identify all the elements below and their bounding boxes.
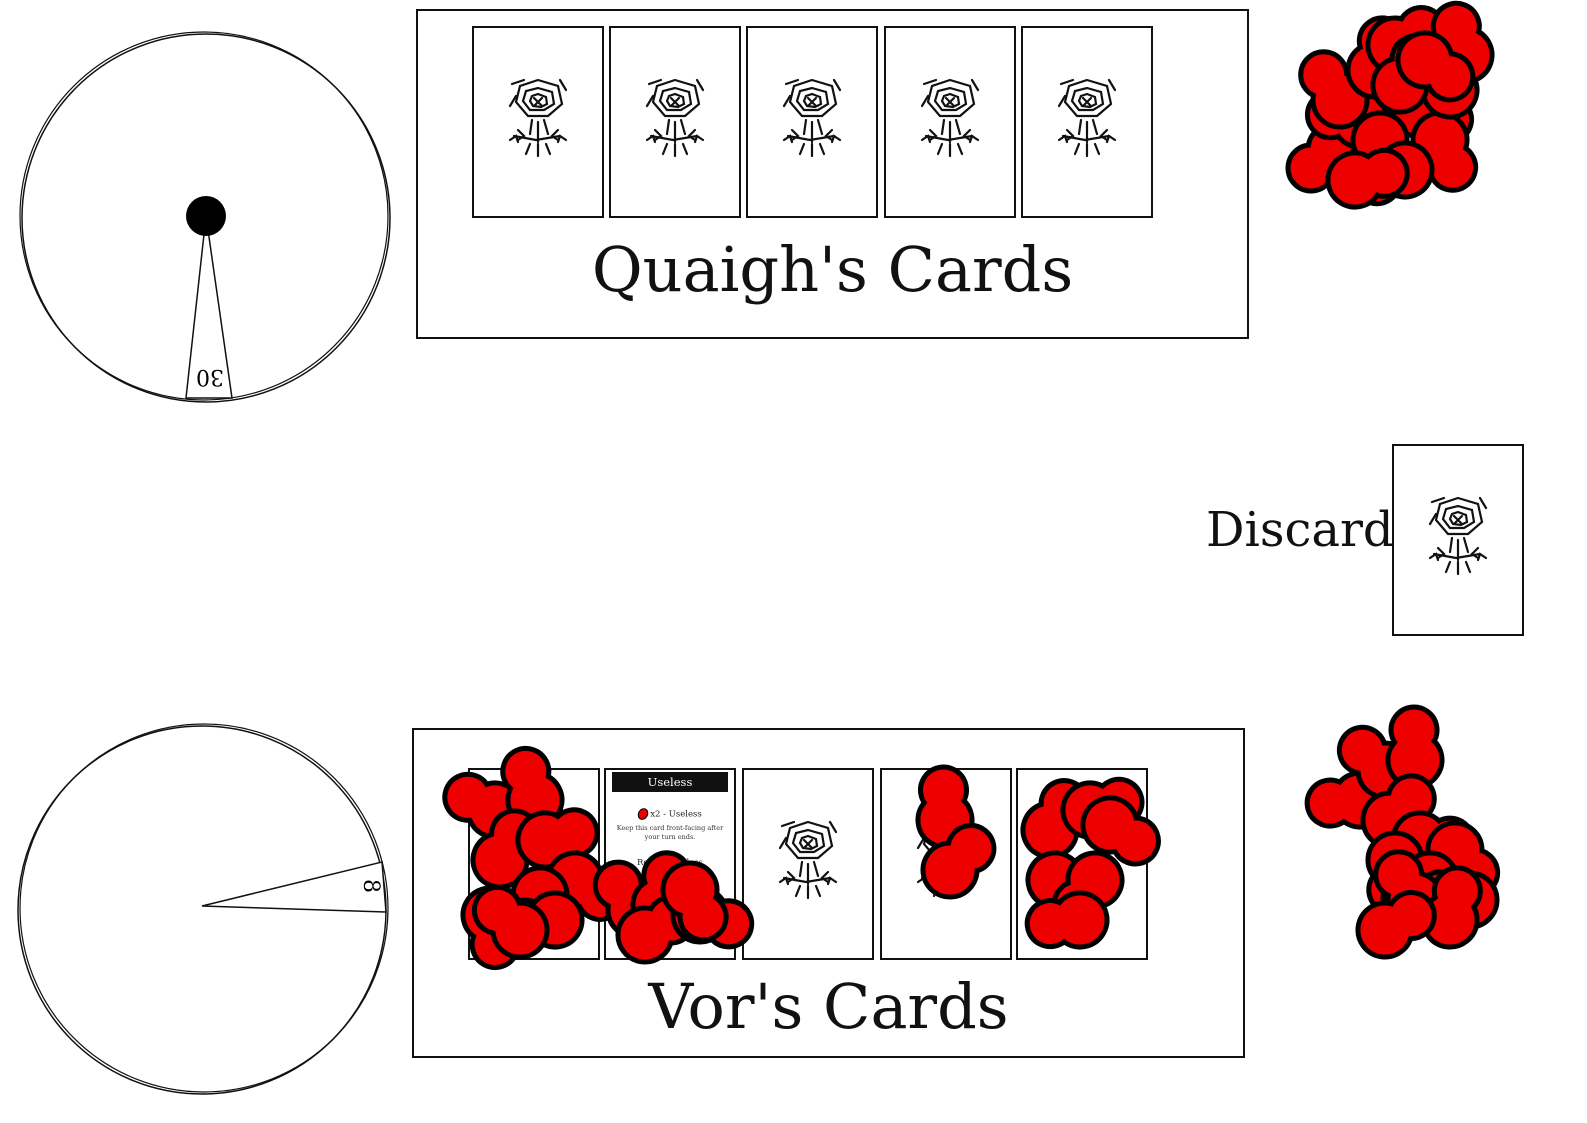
dial-top-value: 30 (196, 364, 224, 389)
quaigh-card[interactable] (884, 26, 1016, 218)
quaigh-card[interactable] (472, 26, 604, 218)
vor-card[interactable] (1016, 768, 1148, 960)
rose-icon (1428, 496, 1488, 576)
blood-drop-token[interactable] (1355, 886, 1438, 964)
card-react-title: React - Useless (637, 858, 703, 868)
dial-pivot (186, 196, 226, 236)
quaigh-card[interactable] (746, 26, 878, 218)
blood-drop-token[interactable] (1408, 847, 1508, 947)
vor-hand-zone: Useless Underminer x2 - Useless Keep thi… (412, 728, 1245, 1058)
blood-drop-token[interactable] (1358, 773, 1441, 851)
blood-drop-token[interactable] (1326, 103, 1424, 199)
rose-icon (508, 78, 568, 158)
blood-drop-token[interactable] (1365, 1, 1448, 79)
blood-drop-token[interactable] (1366, 698, 1464, 798)
blood-drop-token[interactable] (1343, 822, 1443, 922)
blood-drop-token[interactable] (1426, 820, 1499, 899)
discard-label: Discard (1206, 502, 1394, 558)
vor-hand-label: Vor's Cards (648, 970, 1009, 1043)
rose-icon (778, 820, 838, 900)
blood-drop-token[interactable] (1335, 718, 1417, 805)
rose-icon (916, 820, 976, 900)
card-cost-line: x2 - Useless (610, 806, 730, 822)
blood-drop-token[interactable] (1298, 67, 1398, 167)
quaigh-card[interactable] (609, 26, 741, 218)
blood-drop-token[interactable] (1359, 29, 1454, 121)
rose-icon (645, 78, 705, 158)
blood-drop-token[interactable] (1328, 9, 1428, 108)
card-title: Useless Underminer (612, 772, 728, 809)
blood-drop-token[interactable] (1372, 850, 1445, 929)
blood-drop-token[interactable] (1382, 791, 1482, 890)
blood-drop-token[interactable] (1288, 123, 1362, 191)
dial-top[interactable]: 30 (18, 30, 394, 406)
blood-drop-token[interactable] (1383, 853, 1457, 921)
blood-drop-icon (635, 806, 651, 822)
vor-card[interactable] (742, 768, 874, 960)
card-body-text: Keep this card front-facing after your t… (616, 824, 724, 841)
discard-pile[interactable] (1392, 444, 1524, 636)
rose-icon (1057, 78, 1117, 158)
blood-drop-token[interactable] (1297, 50, 1370, 129)
blood-drop-token[interactable] (1403, 859, 1503, 958)
dial-bottom-value: 8 (358, 879, 383, 893)
quaigh-card[interactable] (1021, 26, 1153, 218)
blood-drop-token[interactable] (1392, 36, 1486, 133)
vor-card-face-up[interactable]: Useless Underminer x2 - Useless Keep thi… (604, 768, 736, 960)
rose-icon (782, 78, 842, 158)
blood-drop-token[interactable] (1349, 131, 1439, 217)
card-react-body: If this card (614, 876, 651, 884)
blood-drop-token[interactable] (1417, 0, 1506, 90)
blood-drop-token[interactable] (1382, 64, 1480, 164)
blood-drop-token[interactable] (1319, 132, 1414, 224)
blood-drop-token[interactable] (1404, 108, 1486, 195)
rose-icon (920, 78, 980, 158)
quaigh-hand-label: Quaigh's Cards (591, 233, 1074, 306)
vor-card[interactable] (880, 768, 1012, 960)
blood-drop-token[interactable] (1299, 753, 1397, 849)
vor-card[interactable] (468, 768, 600, 960)
blood-drop-token[interactable] (1391, 21, 1479, 113)
quaigh-hand-zone: Quaigh's Cards (416, 9, 1249, 339)
dial-bottom[interactable]: 8 (16, 720, 392, 1096)
